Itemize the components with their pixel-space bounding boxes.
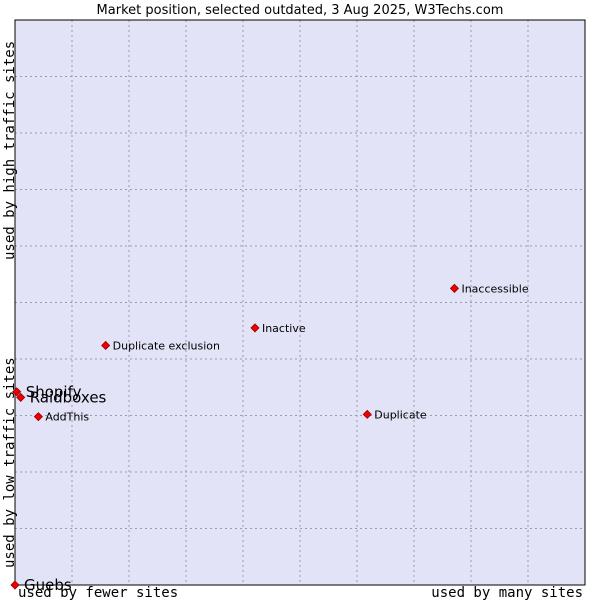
data-point-marker (250, 323, 260, 333)
data-points: Inaccessible Inactive Duplicate exclusion S… (10, 282, 529, 594)
y-axis-label-high: used by high traffic sites (2, 41, 18, 260)
data-point-label: Duplicate (374, 408, 427, 421)
y-axis-label-low: used by low traffic sites (2, 357, 18, 568)
data-point-label: Raidboxes (30, 388, 107, 406)
data-point-label: AddThis (45, 411, 89, 424)
data-point-label: Inaccessible (461, 282, 528, 295)
data-point-marker (10, 580, 20, 590)
grid-lines (15, 20, 585, 585)
plot-border (14, 19, 586, 586)
data-point-label: Inactive (262, 322, 306, 335)
data-point-label: Guebs (24, 576, 72, 594)
chart-title: Market position, selected outdated, 3 Au… (97, 3, 504, 18)
data-point-marker (12, 387, 22, 397)
x-axis-label-left: used by fewer sites (18, 585, 178, 600)
x-axis-label-right: used by many sites (431, 585, 583, 600)
data-point-marker (362, 409, 372, 419)
data-point-marker (449, 283, 460, 293)
data-point-label: Shopify (26, 383, 82, 401)
data-point-marker (101, 340, 111, 351)
data-point-marker (33, 412, 43, 422)
data-point-marker (16, 392, 26, 402)
data-point-label: Duplicate exclusion (113, 339, 220, 352)
